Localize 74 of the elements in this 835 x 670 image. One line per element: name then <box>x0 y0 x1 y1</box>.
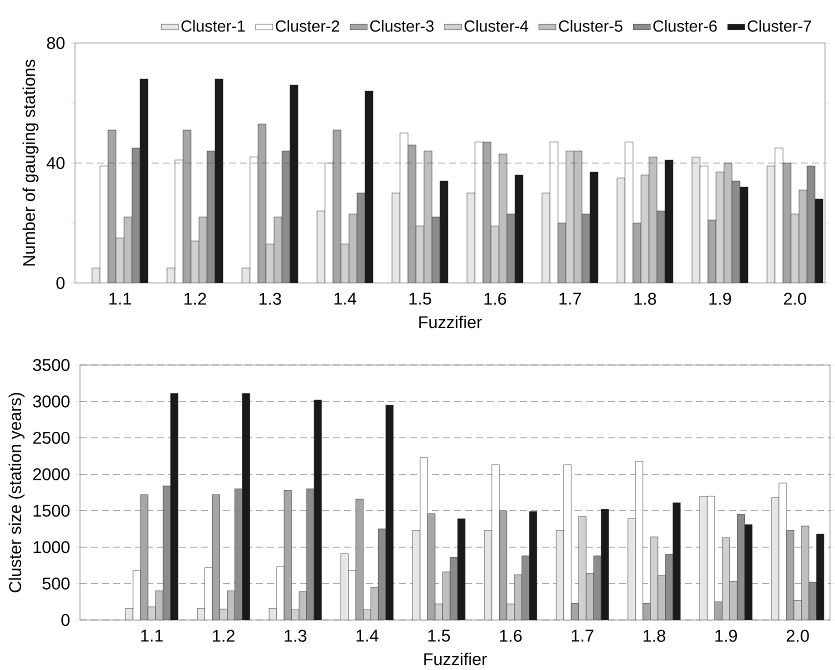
bar <box>522 556 530 620</box>
x-tick-label: 2.0 <box>784 292 806 305</box>
legend-label: Cluster-1 <box>181 20 245 32</box>
y-tick-label: 40 <box>46 156 65 170</box>
y-tick-label: 1500 <box>34 504 70 517</box>
x-tick-label: 2.0 <box>786 630 809 642</box>
y-axis-title: Cluster size (station years) <box>8 392 25 592</box>
bar <box>450 557 458 620</box>
legend-label: Cluster-4 <box>464 20 528 32</box>
y-axis-title: Number of gauging stations <box>22 60 38 266</box>
legend-label: Cluster-5 <box>558 20 622 32</box>
x-axis-title: Fuzzifier <box>419 316 482 328</box>
x-tick-label: 1.7 <box>559 292 581 304</box>
y-tick-label: 80 <box>47 36 65 50</box>
x-tick-label: 1.4 <box>334 292 356 304</box>
bar <box>729 581 738 620</box>
bar <box>586 573 594 620</box>
x-tick-label: 1.9 <box>715 630 737 642</box>
legend-label: Cluster-2 <box>276 20 340 32</box>
legend-label: Cluster-3 <box>370 20 434 32</box>
x-tick-label: 1.8 <box>634 292 656 305</box>
y-tick-label: 2500 <box>33 432 70 444</box>
x-axis-title: Fuzzifier <box>424 652 487 666</box>
bar <box>736 514 745 620</box>
bar <box>212 494 220 620</box>
y-tick-label: 3500 <box>33 358 70 372</box>
x-tick-label: 1.6 <box>500 630 522 642</box>
bar <box>442 572 450 620</box>
x-tick-label: 1.5 <box>428 630 450 642</box>
x-tick-label: 1.4 <box>356 630 378 642</box>
bar <box>234 488 242 620</box>
bar <box>370 587 379 620</box>
x-tick-label: 1.6 <box>484 292 506 305</box>
bar <box>227 590 235 620</box>
x-tick-label: 1.3 <box>284 630 306 642</box>
y-tick-label: 0 <box>61 614 70 626</box>
bar <box>628 518 636 620</box>
bar <box>457 518 466 620</box>
x-tick-label: 1.1 <box>141 630 163 642</box>
bar <box>593 556 602 620</box>
bar <box>529 511 538 620</box>
bar <box>340 554 349 620</box>
legend-label: Cluster-7 <box>748 20 812 32</box>
x-tick-label: 1.7 <box>572 630 594 642</box>
x-tick-label: 1.1 <box>109 292 131 304</box>
legend-label: Cluster-6 <box>653 20 717 32</box>
y-tick-label: 2000 <box>33 468 70 480</box>
bar <box>556 530 564 620</box>
y-tick-label: 0 <box>56 276 65 290</box>
y-tick-label: 1000 <box>34 541 70 554</box>
bar <box>658 575 666 620</box>
bar <box>242 393 250 620</box>
x-tick-label: 1.2 <box>213 630 234 642</box>
x-tick-label: 1.9 <box>709 292 732 305</box>
bar <box>412 530 420 620</box>
bar <box>600 509 609 620</box>
bar <box>514 574 522 620</box>
x-tick-label: 1.2 <box>184 292 206 305</box>
bar <box>744 524 752 620</box>
y-tick-label: 3000 <box>33 395 70 408</box>
bar <box>378 528 386 620</box>
y-tick-label: 500 <box>42 578 70 590</box>
x-tick-label: 1.3 <box>259 292 282 305</box>
bar <box>699 496 708 620</box>
bar <box>356 498 364 620</box>
x-tick-label: 1.8 <box>644 630 666 642</box>
bar <box>714 602 722 620</box>
bar <box>499 510 508 620</box>
bar <box>386 404 394 620</box>
bar <box>672 502 681 620</box>
bar <box>427 513 436 620</box>
bar <box>484 530 492 620</box>
bar <box>665 554 674 620</box>
x-tick-label: 1.5 <box>409 292 432 305</box>
